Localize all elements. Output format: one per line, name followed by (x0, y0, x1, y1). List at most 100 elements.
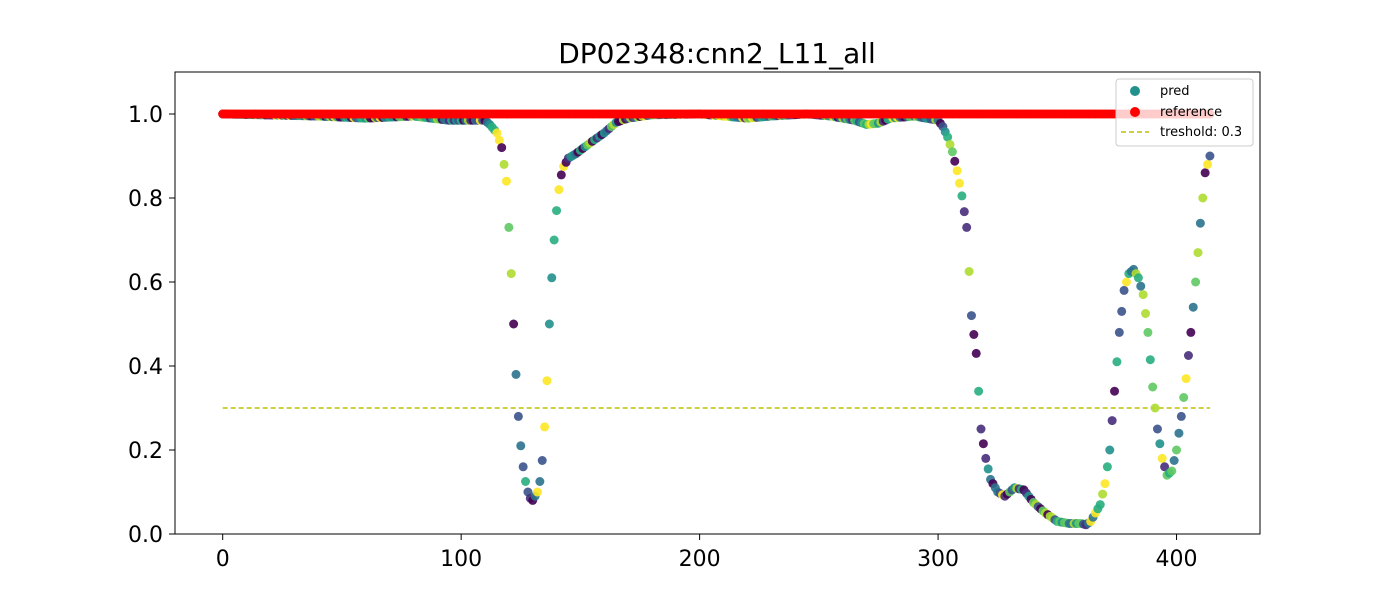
pred-point (955, 178, 965, 188)
pred-point (1117, 306, 1127, 316)
pred-point (544, 319, 554, 329)
pred-point (516, 441, 526, 451)
pred-point (971, 348, 981, 358)
pred-point (1141, 309, 1151, 318)
pred-point (1138, 290, 1148, 300)
legend-reference-marker (1130, 107, 1140, 117)
pred-point (1136, 281, 1146, 291)
pred-point (506, 269, 516, 279)
legend-pred-marker (1130, 86, 1140, 96)
x-tick-label: 0 (216, 547, 230, 572)
pred-point (976, 424, 986, 434)
y-tick-label: 0.2 (128, 439, 163, 464)
pred-point (1174, 428, 1184, 438)
pred-point (966, 311, 976, 321)
pred-point (981, 453, 991, 463)
pred-point (959, 207, 969, 217)
pred-point (1198, 193, 1208, 203)
pred-point (964, 267, 974, 276)
pred-point (501, 176, 511, 186)
pred-point (1098, 489, 1108, 499)
pred-point (1110, 386, 1120, 396)
pred-point (1193, 248, 1203, 258)
pred-point (945, 139, 955, 149)
pred-point (1205, 151, 1215, 161)
pred-point (497, 143, 507, 153)
pred-point (1169, 456, 1179, 465)
pred-point (540, 422, 550, 432)
pred-point (492, 128, 502, 138)
pred-point (1105, 445, 1115, 455)
pred-point (978, 439, 988, 449)
y-tick-label: 1.0 (128, 103, 163, 128)
pred-point (1191, 277, 1201, 287)
pred-point (1119, 285, 1129, 295)
pred-point (1100, 479, 1110, 489)
pred-point (1107, 416, 1117, 426)
legend: pred reference treshold: 0.3 (1115, 78, 1254, 147)
pred-point (1188, 302, 1198, 312)
pred-point (549, 235, 559, 245)
pred-point (950, 156, 960, 166)
pred-point (504, 222, 514, 232)
pred-point (962, 222, 972, 232)
pred-point (494, 135, 504, 145)
pred-point (1183, 351, 1193, 360)
pred-point (532, 487, 542, 497)
pred-point (1152, 424, 1162, 434)
pred-point (552, 206, 562, 216)
pred-point (943, 132, 953, 142)
pred-point (513, 411, 523, 421)
x-tick-label: 200 (679, 547, 721, 572)
pred-point (518, 462, 528, 472)
pred-point (537, 456, 547, 465)
pred-point (947, 147, 957, 157)
x-tick-label: 300 (917, 547, 959, 572)
pred-point (952, 166, 962, 176)
y-tick-label: 0.8 (128, 187, 163, 212)
pred-point (1186, 327, 1196, 337)
y-tick-label: 0.4 (128, 355, 163, 380)
pred-point (1095, 500, 1105, 510)
pred-point (1114, 327, 1124, 337)
pred-point (1102, 462, 1112, 472)
pred-point (1155, 439, 1165, 449)
chart-title: DP02348:cnn2_L11_all (558, 37, 876, 70)
x-tick-label: 100 (440, 547, 482, 572)
pred-point (1172, 445, 1182, 455)
legend-box (1115, 78, 1254, 147)
y-tick-label: 0.0 (128, 523, 163, 548)
pred-point (556, 170, 566, 180)
pred-point (1157, 453, 1167, 463)
y-axis: 0.0 0.2 0.4 0.6 0.8 1.0 (128, 103, 175, 548)
pred-point (1203, 159, 1213, 169)
pred-point (509, 319, 519, 329)
y-tick-label: 0.6 (128, 271, 163, 296)
pred-point (1148, 382, 1158, 392)
pred-point (1176, 411, 1186, 421)
x-tick-label: 400 (1156, 547, 1198, 572)
plot-frame (174, 71, 1261, 535)
pred-point (511, 369, 521, 379)
x-axis: 0 100 200 300 400 (216, 534, 1198, 572)
pred-point (974, 386, 984, 396)
pred-point (1112, 357, 1122, 367)
pred-point (547, 273, 557, 283)
pred-point (1133, 273, 1143, 283)
pred-point (983, 464, 993, 474)
pred-point (1200, 168, 1210, 178)
pred-point (1145, 355, 1155, 365)
legend-threshold-label: treshold: 0.3 (1160, 125, 1242, 140)
pred-point (1181, 374, 1191, 384)
pred-point (957, 191, 967, 201)
pred-point (1167, 466, 1177, 476)
legend-pred-label: pred (1160, 84, 1190, 99)
pred-point (1143, 327, 1153, 337)
legend-reference-label: reference (1160, 105, 1222, 120)
pred-point (1121, 277, 1131, 287)
pred-point (535, 477, 545, 486)
pred-point (1160, 462, 1170, 472)
pred-point (1195, 218, 1205, 228)
pred-point (542, 376, 552, 386)
